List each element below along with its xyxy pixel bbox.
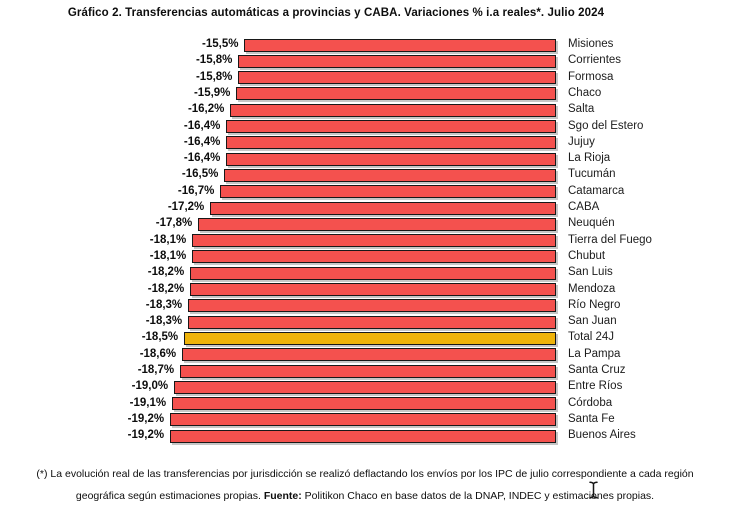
bar-category-label: Misiones bbox=[568, 38, 614, 50]
bar bbox=[170, 429, 556, 443]
footnote-line2-text: geográfica según estimaciones propias. bbox=[75, 490, 264, 502]
bar-value-label: -15,8% bbox=[195, 70, 233, 83]
bar bbox=[226, 120, 556, 133]
bar-value-label: -16,4% bbox=[183, 119, 221, 132]
bar-category-label: La Rioja bbox=[568, 152, 611, 165]
bar-category-label: Santa Fe bbox=[568, 412, 615, 425]
bar-value-label: -16,4% bbox=[183, 152, 221, 165]
bar-category-label: Río Negro bbox=[568, 298, 621, 311]
bar-value-label: -18,3% bbox=[145, 315, 183, 328]
bar-category-label: Santa Cruz bbox=[568, 364, 626, 376]
bar bbox=[244, 38, 556, 52]
bar-value-label: -18,1% bbox=[149, 233, 187, 246]
bar bbox=[238, 54, 556, 68]
bar bbox=[170, 413, 556, 427]
bar bbox=[188, 315, 556, 329]
bar bbox=[182, 348, 556, 362]
bar bbox=[188, 299, 556, 313]
bar bbox=[226, 136, 556, 150]
bar bbox=[192, 250, 556, 264]
bar-category-label: Tierra del Fuego bbox=[568, 233, 652, 246]
bar-value-label: -16,7% bbox=[177, 184, 215, 197]
bar-value-label: -16,5% bbox=[181, 168, 219, 181]
bar-value-label: -18,1% bbox=[149, 249, 187, 262]
bar-value-label: -18,7% bbox=[137, 364, 175, 376]
bar bbox=[184, 331, 556, 345]
bar-value-label: -17,2% bbox=[167, 201, 205, 213]
chart-title: Gráfico 2. Transferencias automáticas a … bbox=[67, 7, 605, 19]
bar-value-label: -16,4% bbox=[183, 135, 221, 148]
bar-value-label: -18,2% bbox=[147, 266, 185, 279]
bar-value-label: -18,5% bbox=[141, 331, 179, 344]
bar bbox=[190, 266, 556, 280]
bar-value-label: -18,3% bbox=[145, 298, 183, 311]
bar bbox=[226, 152, 556, 166]
bar-category-label: Buenos Aires bbox=[568, 429, 636, 442]
chart-footnote: (*) La evolución real de las transferenc… bbox=[0, 463, 730, 507]
bar-category-label: Mendoza bbox=[568, 282, 616, 295]
footnote-line-2: geográfica según estimaciones propias. F… bbox=[0, 485, 730, 507]
bar-value-label: -19,2% bbox=[127, 429, 165, 442]
bar bbox=[174, 380, 556, 394]
bar bbox=[180, 364, 556, 378]
bar-category-label: Salta bbox=[568, 103, 595, 116]
bar-chart: -15,5% Misiones -15,8% Corrientes -15,8% Form… bbox=[127, 38, 652, 443]
bar-category-label: Corrientes bbox=[568, 54, 622, 67]
bar bbox=[190, 283, 556, 296]
bar-category-label: Catamarca bbox=[568, 184, 625, 197]
bar bbox=[172, 397, 556, 411]
bar-category-label: San Luis bbox=[568, 266, 613, 279]
bar-value-label: -16,2% bbox=[187, 103, 225, 116]
bar-value-label: -17,8% bbox=[155, 217, 193, 230]
bar-category-label: Neuquén bbox=[568, 217, 615, 230]
bar-value-label: -15,8% bbox=[195, 54, 233, 67]
bar-category-label: Entre Ríos bbox=[568, 380, 623, 393]
bar-category-label: Jujuy bbox=[568, 135, 595, 148]
bar bbox=[210, 201, 556, 215]
bar-value-label: -18,2% bbox=[147, 282, 185, 295]
bar bbox=[236, 87, 556, 101]
bar-category-label: Córdoba bbox=[568, 396, 613, 409]
bar-category-label: Sgo del Estero bbox=[568, 119, 644, 132]
bar-category-label: CABA bbox=[568, 201, 600, 213]
bar bbox=[198, 217, 556, 231]
footnote-source-text: Politikon Chaco en base datos de la DNAP… bbox=[301, 490, 655, 502]
bar-value-label: -19,0% bbox=[131, 380, 169, 393]
bar-category-label: Chaco bbox=[568, 86, 602, 99]
bar bbox=[224, 168, 556, 182]
bar bbox=[220, 185, 556, 199]
bar-category-label: Chubut bbox=[568, 249, 606, 262]
footnote-line-1: (*) La evolución real de las transferenc… bbox=[36, 468, 694, 480]
bar-category-label: Formosa bbox=[568, 70, 614, 83]
bar bbox=[192, 234, 556, 248]
bar-value-label: -19,1% bbox=[129, 396, 167, 409]
bar-category-label: La Pampa bbox=[568, 347, 621, 360]
bar-category-label: Tucumán bbox=[568, 168, 616, 181]
footnote-fuente-label: Fuente: bbox=[263, 490, 302, 502]
bar-category-label: Total 24J bbox=[568, 331, 615, 344]
bar-value-label: -18,6% bbox=[139, 347, 177, 360]
bar-value-label: -19,2% bbox=[127, 412, 165, 425]
bar bbox=[238, 71, 556, 85]
bar bbox=[230, 103, 556, 117]
bar-value-label: -15,9% bbox=[193, 86, 231, 99]
bar-value-label: -15,5% bbox=[202, 38, 239, 50]
bar-category-label: San Juan bbox=[568, 315, 617, 328]
